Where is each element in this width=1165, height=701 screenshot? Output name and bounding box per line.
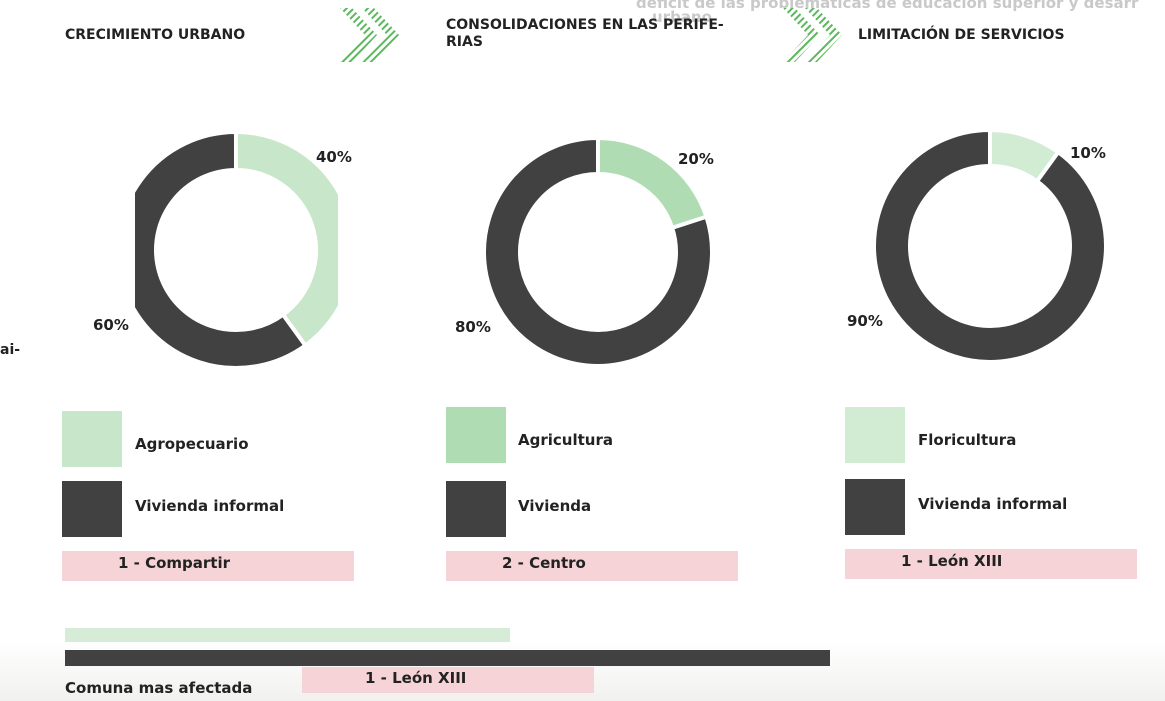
donut	[482, 135, 714, 368]
background-text: déficit de las problemáticas de educació…	[636, 0, 1139, 12]
cut-text: ai-	[0, 342, 21, 358]
donut-segment	[482, 135, 714, 368]
legend-swatch	[845, 407, 905, 463]
donut-segment	[234, 129, 338, 349]
legend-label: Floricultura	[918, 431, 1017, 449]
data-label: 90%	[847, 312, 883, 330]
caption-box	[62, 551, 354, 581]
data-label: 80%	[455, 318, 491, 336]
caption-box	[446, 551, 738, 581]
background-text: urbano	[652, 8, 712, 26]
caption: 2 - Centro	[502, 554, 586, 572]
bar-decor	[65, 628, 510, 642]
legend-label: Agricultura	[518, 431, 613, 449]
legend-swatch	[62, 411, 122, 467]
data-label: 60%	[93, 316, 129, 334]
legend-swatch	[446, 407, 506, 463]
caption-box	[845, 549, 1137, 579]
caption: 1 - Compartir	[118, 554, 231, 572]
highlight-box	[302, 667, 594, 693]
data-label: 10%	[1070, 144, 1106, 162]
bar-decor	[65, 650, 830, 666]
caption: 1 - León XIII	[901, 552, 1003, 570]
donut	[872, 127, 1108, 364]
donut	[135, 129, 338, 370]
footer-label: Comuna mas afectada	[65, 679, 253, 697]
footer-value: 1 - León XIII	[365, 669, 467, 687]
legend-label: Agropecuario	[135, 435, 249, 453]
chart-title: CRECIMIENTO URBANO	[65, 27, 246, 43]
legend-label: Vivienda informal	[918, 495, 1068, 513]
legend-swatch	[845, 479, 905, 535]
legend-label: Vivienda	[518, 497, 592, 515]
donut-segment	[135, 129, 309, 370]
data-label: 40%	[316, 148, 352, 166]
legend-swatch	[446, 481, 506, 537]
data-label: 20%	[678, 150, 714, 168]
chevron	[340, 8, 842, 62]
legend-swatch	[62, 481, 122, 537]
legend-label: Vivienda informal	[135, 497, 285, 515]
donut-segment	[872, 127, 1108, 364]
chart-title: CONSOLIDACIONES EN LAS PERIFE-RIAS	[446, 17, 724, 50]
chart-title: LIMITACIÓN DE SERVICIOS	[858, 27, 1065, 43]
